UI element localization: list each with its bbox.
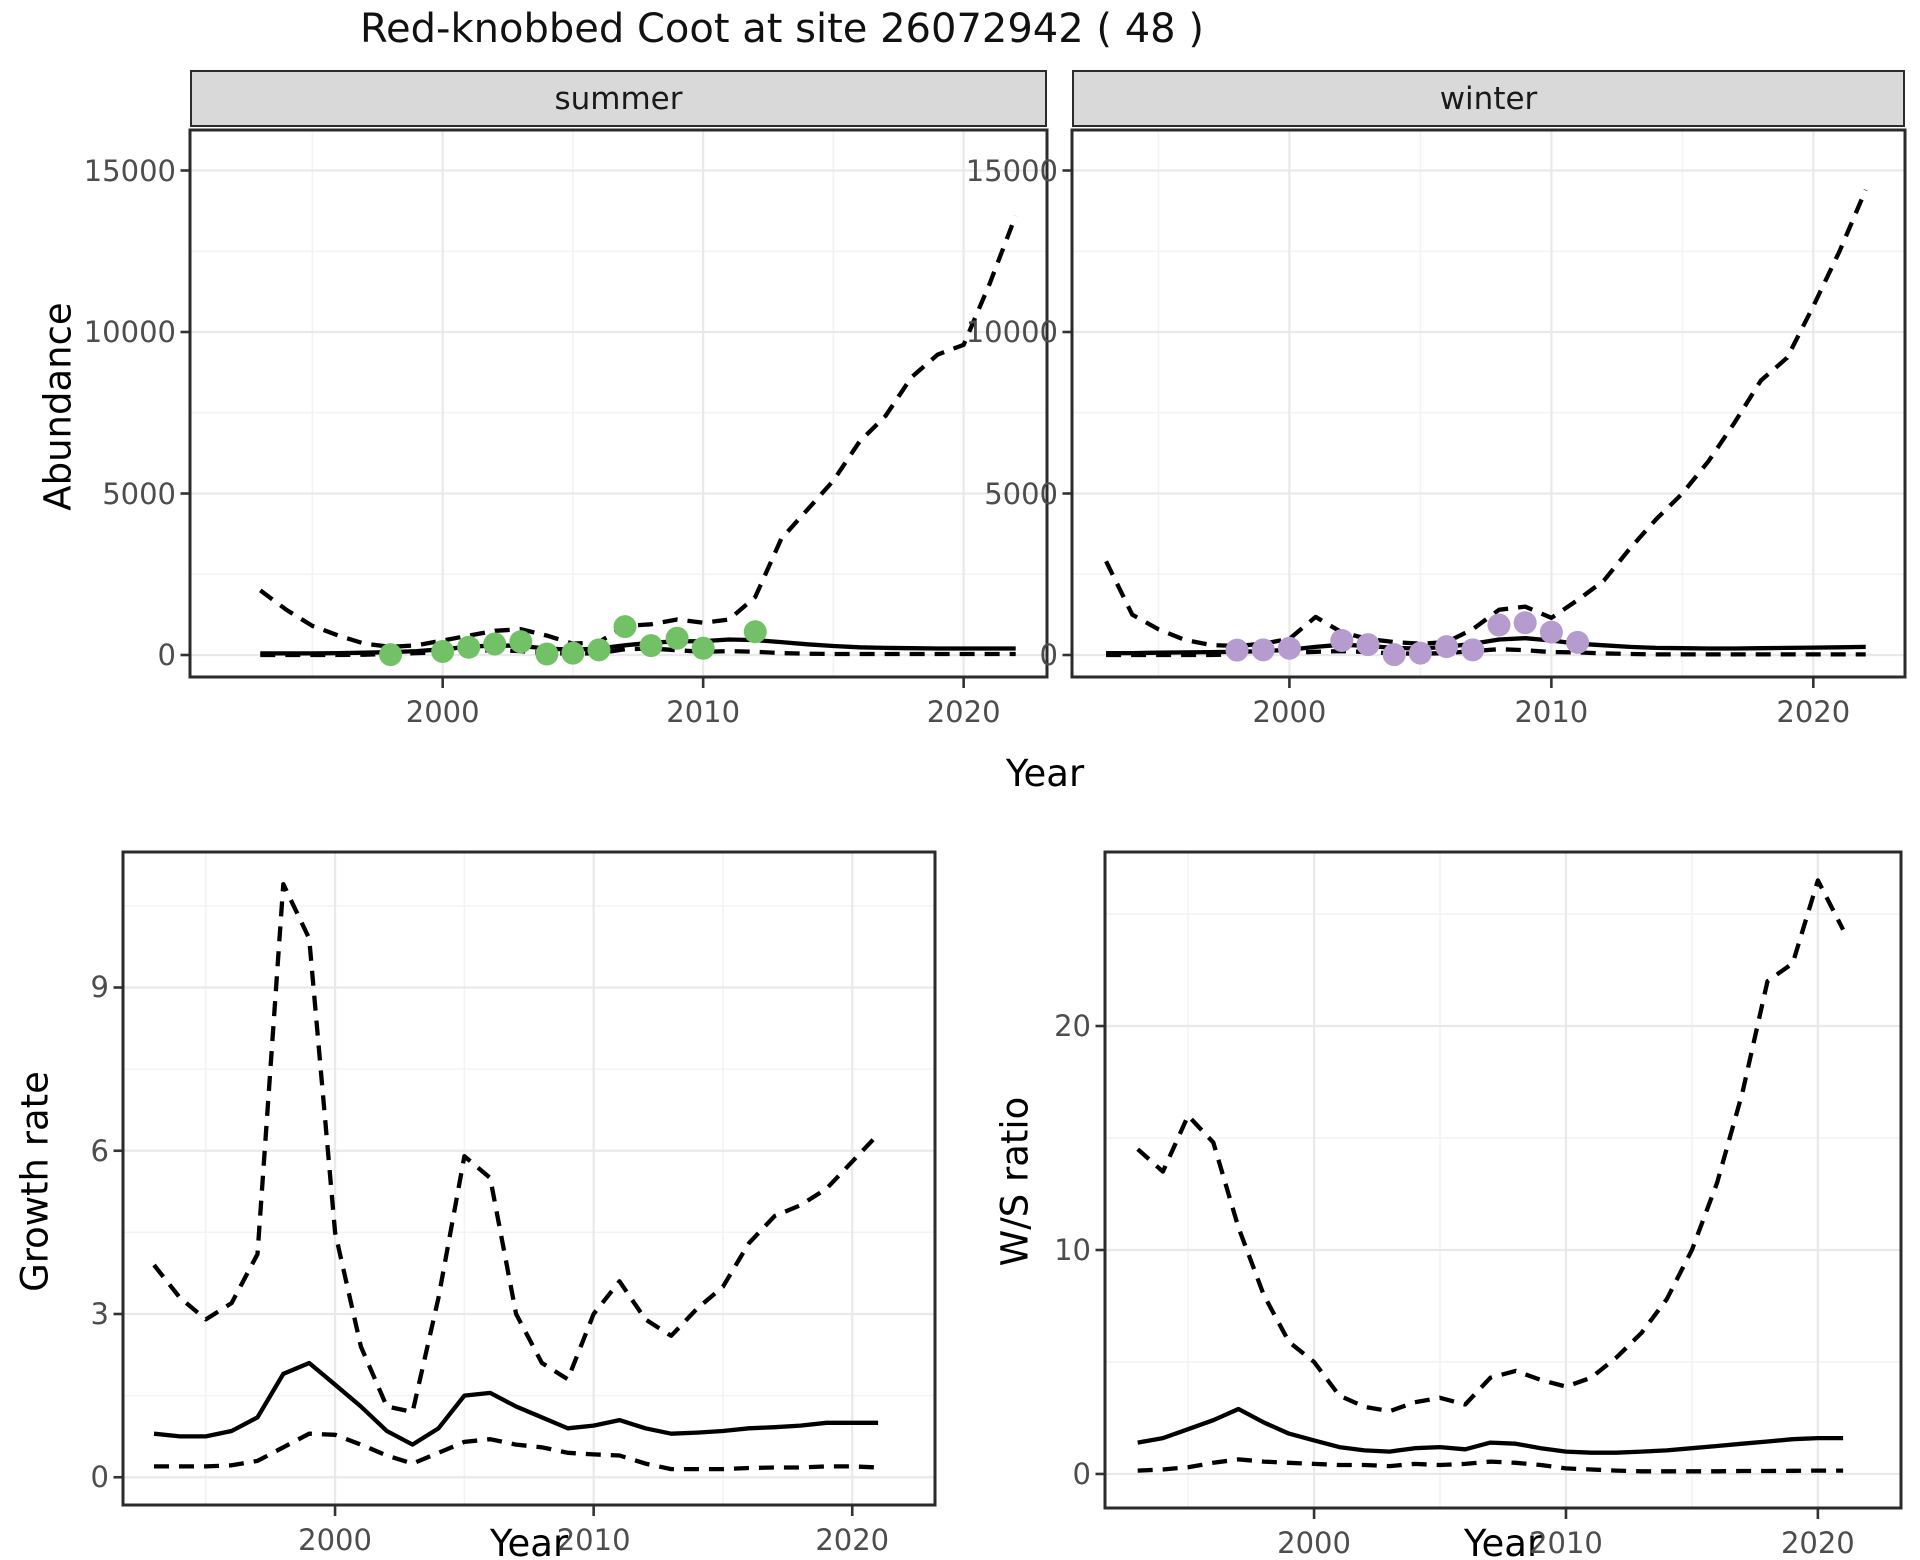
tick-label: 2020 (1776, 695, 1851, 729)
facet-strip-summer: summer (190, 70, 1047, 127)
abundance-summer-ci_upper-line (259, 214, 1018, 650)
tick-label: 2000 (1277, 1526, 1351, 1560)
abundance-winter-observed-point (1382, 643, 1406, 667)
facet-strip-summer-label: summer (554, 80, 683, 117)
panel-border-growth-rate (121, 850, 937, 1507)
tick-label: 10000 (965, 315, 1058, 349)
abundance-summer-observed-point (743, 620, 767, 644)
abundance-summer-observed-point (379, 643, 403, 667)
abundance-winter-observed-point (1539, 620, 1563, 644)
tick-label: 15000 (965, 153, 1058, 188)
tick-label: 2020 (926, 695, 1001, 729)
x-axis-title-year-ws: Year (1463, 1522, 1543, 1560)
tick-label: 5000 (102, 476, 176, 511)
abundance-winter-observed-point (1513, 611, 1537, 635)
x-axis-title-year-growth: Year (489, 1522, 569, 1560)
facet-strip-winter: winter (1072, 70, 1905, 127)
tick-label: 15000 (83, 153, 176, 188)
abundance-summer-observed-point (639, 634, 663, 658)
tick-label: 10000 (83, 315, 176, 349)
tick-label: 5000 (984, 476, 1058, 511)
tick-label: 2010 (556, 1523, 631, 1557)
tick-label: 0 (157, 638, 176, 672)
tick-label: 20 (1054, 1009, 1091, 1044)
abundance-winter-observed-point (1330, 628, 1354, 652)
abundance-winter-ci_upper-line (1104, 189, 1868, 649)
abundance-winter-observed-point (1435, 635, 1459, 659)
tick-label: 2010 (1529, 1526, 1603, 1560)
panel-border-abundance-winter (1070, 128, 1907, 679)
tick-label: 3 (90, 1296, 109, 1331)
panel-border-ws-ratio (1103, 850, 1903, 1510)
abundance-summer-observed-point (431, 639, 455, 663)
tick-label: 0 (90, 1460, 109, 1495)
ws-ratio-ci_upper-line (1136, 878, 1846, 1414)
abundance-summer-observed-point (665, 626, 689, 650)
tick-label: 2000 (1252, 695, 1327, 729)
abundance-summer-observed-point (509, 630, 533, 654)
abundance-summer-observed-point (535, 642, 559, 666)
tick-label: 2010 (666, 695, 741, 729)
abundance-winter-observed-point (1356, 633, 1380, 657)
abundance-summer-observed-point (457, 635, 481, 659)
tick-label: 2020 (1780, 1526, 1855, 1560)
ws-ratio-ci_lower-line (1137, 1457, 1844, 1474)
facet-strip-winter-label: winter (1439, 80, 1538, 117)
ws-ratio-fit_mean-line (1137, 1406, 1844, 1455)
abundance-summer-observed-point (561, 641, 585, 665)
abundance-winter-observed-point (1277, 636, 1301, 660)
tick-label: 0 (1039, 638, 1058, 672)
abundance-summer-observed-point (691, 636, 715, 660)
abundance-summer-observed-point (587, 638, 611, 662)
abundance-winter-observed-point (1408, 641, 1432, 665)
plot-title: Red-knobbed Coot at site 26072942 ( 48 ) (360, 6, 1204, 52)
abundance-winter-observed-point (1251, 638, 1275, 662)
tick-label: 10 (1054, 1232, 1091, 1267)
y-axis-title-growth-rate: Growth rate (13, 1071, 57, 1292)
growth-rate-ci_lower-line (154, 1431, 879, 1472)
tick-label: 2000 (405, 695, 480, 729)
tick-label: 6 (90, 1133, 109, 1168)
tick-label: 2020 (815, 1523, 890, 1557)
abundance-winter-observed-point (1461, 638, 1485, 662)
tick-label: 2000 (298, 1523, 372, 1557)
growth-rate-ci_upper-line (152, 881, 880, 1415)
abundance-winter-observed-point (1566, 630, 1590, 654)
abundance-winter-observed-point (1225, 638, 1249, 662)
x-axis-title-year-top: Year (1005, 752, 1085, 795)
abundance-summer-observed-point (483, 632, 507, 656)
abundance-winter-observed-point (1487, 613, 1511, 637)
tick-label: 9 (90, 970, 109, 1005)
abundance-summer-observed-point (613, 615, 637, 639)
growth-rate-fit_mean-line (153, 1360, 879, 1447)
tick-label: 0 (1072, 1456, 1091, 1491)
tick-label: 2010 (1514, 695, 1589, 729)
panel-border-abundance-summer (188, 128, 1049, 679)
